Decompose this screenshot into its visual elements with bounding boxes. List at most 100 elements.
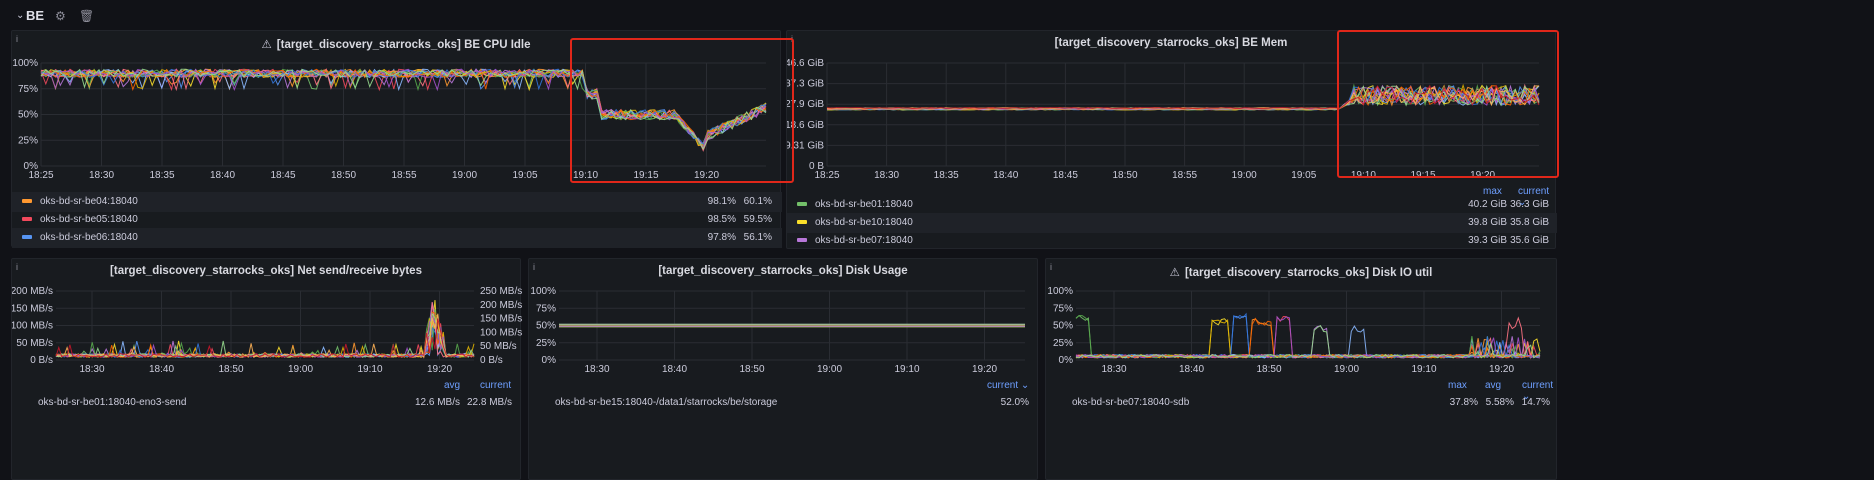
x-tick-label: 18:30 [1101,364,1126,375]
x-tick-label: 19:00 [452,170,477,181]
y-tick-label: 50% [18,110,38,121]
x-tick-label: 18:45 [270,170,295,181]
panel-be-mem[interactable]: i [target_discovery_starrocks_oks] BE Me… [786,30,1557,251]
legend-row[interactable]: oks-bd-sr-be01:18040 40.2 GiB 36.3 GiB [787,195,1557,215]
y-tick-label: 75% [536,303,556,314]
legend-value: 39.3 GiB [1468,235,1507,246]
x-tick-label: 19:20 [1470,170,1495,181]
legend-row[interactable]: oks-bd-sr-be01:18040-eno3-send 12.6 MB/s… [38,397,512,408]
legend-header-current[interactable]: current ⌄ [1518,186,1550,208]
y-tick-label: 100% [530,286,556,297]
legend-value: 40.2 GiB [1468,199,1507,210]
y-tick-label: 75% [18,84,38,95]
series-line [55,309,475,359]
info-icon[interactable]: i [16,262,18,272]
x-tick-label: 19:00 [288,364,313,375]
gear-icon[interactable]: ⚙ [55,9,66,23]
y-tick-label: 18.6 GiB [787,120,824,131]
warning-icon: ⚠ [261,39,272,51]
x-tick-label: 19:20 [694,170,719,181]
x-tick-label: 19:10 [894,364,919,375]
row-title[interactable]: BE [26,8,45,23]
y-tick-label: 25% [1053,338,1073,349]
x-tick-label: 18:50 [1256,364,1281,375]
legend-header-max[interactable]: max [1483,186,1502,197]
series-swatch [22,217,32,222]
y-tick-label-right: 100 MB/s [480,327,522,338]
y-tick-label: 75% [1053,303,1073,314]
legend-row[interactable]: oks-bd-sr-be15:18040-/data1/starrocks/be… [555,397,1029,408]
panel-title[interactable]: [target_discovery_starrocks_oks] BE Mem [1054,37,1288,49]
legend-header-current[interactable]: current ⌄ [987,380,1030,391]
y-tick-label: 37.3 GiB [787,79,824,90]
panel-disk-io[interactable]: i ⚠ [target_discovery_starrocks_oks] Disk… [1045,258,1557,480]
panel-net[interactable]: i [target_discovery_starrocks_oks] Net s… [11,258,522,480]
legend-header-max[interactable]: max [1448,380,1467,391]
y-tick-label-right: 0 B/s [480,355,503,366]
series-swatch [797,220,807,225]
series-swatch [22,235,32,240]
legend-row[interactable]: oks-bd-sr-be05:18040 98.5% 59.5% [12,210,782,230]
y-tick-label: 50 MB/s [16,338,53,349]
y-tick-label-right: 250 MB/s [480,286,522,297]
x-tick-label: 18:40 [210,170,235,181]
y-tick-label-right: 50 MB/s [480,341,517,352]
series-line [55,302,475,358]
y-tick-label: 0% [24,161,39,172]
y-tick-label: 25% [536,338,556,349]
panel-title[interactable]: ⚠ [target_discovery_starrocks_oks] BE CPU… [261,39,531,51]
x-tick-label: 19:20 [427,364,452,375]
x-tick-label: 18:45 [1053,170,1078,181]
y-tick-label: 27.9 GiB [787,99,824,110]
x-tick-label: 18:30 [79,364,104,375]
net-graph: 200 MB/s 150 MB/s 100 MB/s 50 MB/s 0 B/s 250 … [12,286,522,375]
y-tick-label: 0% [542,355,557,366]
legend-row[interactable]: oks-bd-sr-be06:18040 97.8% 56.1% [12,228,782,248]
legend-value: 60.1% [743,196,772,207]
legend-header-avg[interactable]: avg [444,380,461,391]
trash-icon[interactable]: 🗑 [79,9,95,23]
row-header[interactable]: ⌄ BE ⚙ 🗑 [0,0,1874,32]
info-icon[interactable]: i [1050,262,1052,272]
legend-label: oks-bd-sr-be06:18040 [40,232,138,243]
panel-title[interactable]: [target_discovery_starrocks_oks] Disk Us… [658,265,908,277]
x-tick-label: 18:50 [1112,170,1137,181]
info-icon[interactable]: i [16,34,18,44]
y-tick-label-right: 200 MB/s [480,300,522,311]
legend-value: 36.3 GiB [1510,199,1549,210]
x-tick-label: 19:10 [1411,364,1436,375]
legend-header-current[interactable]: current ⌄ [1522,380,1554,402]
series-line [40,68,767,151]
legend-value: 98.5% [707,214,736,225]
x-tick-label: 18:50 [331,170,356,181]
legend-header-avg[interactable]: avg [1485,380,1502,391]
y-tick-label: 0% [1059,355,1074,366]
x-tick-label: 19:00 [1232,170,1257,181]
x-tick-label: 19:00 [1334,364,1359,375]
panel-title[interactable]: ⚠ [target_discovery_starrocks_oks] Disk I… [1169,267,1433,279]
info-icon[interactable]: i [533,262,535,272]
x-tick-label: 19:10 [357,364,382,375]
series-line [55,318,475,359]
y-tick-label: 25% [18,135,38,146]
x-tick-label: 18:40 [149,364,174,375]
panel-disk-usage[interactable]: i [target_discovery_starrocks_oks] Disk … [528,258,1038,480]
legend-row[interactable]: oks-bd-sr-be04:18040 98.1% 60.1% [12,192,782,212]
highlight-box [1337,30,1559,178]
panel-title[interactable]: [target_discovery_starrocks_oks] Net sen… [110,265,422,277]
legend-row[interactable]: oks-bd-sr-be07:18040-sdb 37.8% 5.58% 14.… [1072,397,1550,408]
legend-header-current[interactable]: current [480,380,512,391]
x-tick-label: 18:30 [874,170,899,181]
x-tick-label: 18:55 [391,170,416,181]
x-tick-label: 18:40 [1179,364,1204,375]
panel-cpu-idle[interactable]: i ⚠ [target_discovery_starrocks_oks] BE C… [11,30,782,248]
series-line [55,302,475,358]
legend-row[interactable]: oks-bd-sr-be07:18040 39.3 GiB 35.6 GiB [787,231,1557,251]
legend-value: 39.8 GiB [1468,217,1507,228]
series-swatch [797,202,807,207]
x-tick-label: 18:55 [1172,170,1197,181]
x-tick-label: 19:15 [633,170,658,181]
x-tick-label: 19:05 [512,170,537,181]
legend-row[interactable]: oks-bd-sr-be10:18040 39.8 GiB 35.8 GiB [787,213,1557,233]
chevron-down-icon[interactable]: ⌄ [16,10,25,21]
